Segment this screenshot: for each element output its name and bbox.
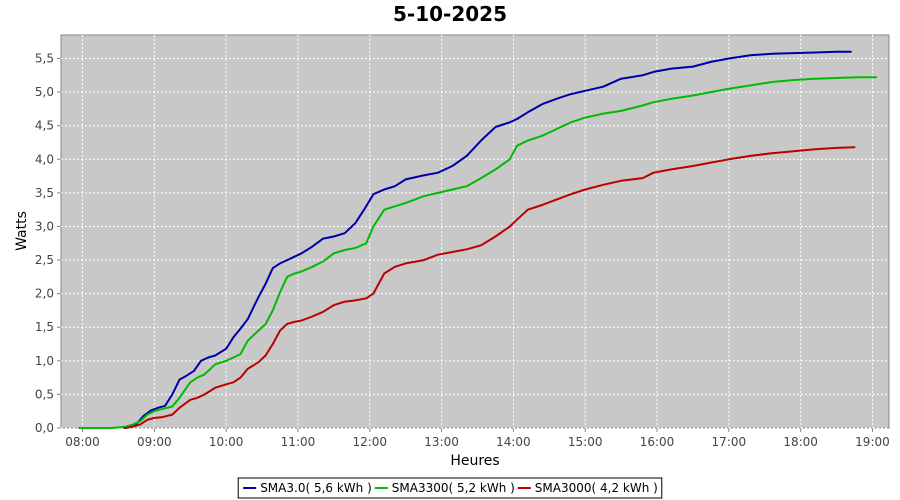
x-tick-label: 16:00 — [640, 435, 675, 449]
y-tick-label: 0,5 — [35, 387, 54, 401]
x-tick-label: 11:00 — [281, 435, 316, 449]
x-tick-label: 17:00 — [712, 435, 747, 449]
legend-label-1: SMA3.0( 5,6 kWh ) — [260, 481, 372, 495]
y-tick-label: 1,0 — [35, 354, 54, 368]
x-tick-label: 19:00 — [855, 435, 890, 449]
x-tick-label: 14:00 — [496, 435, 531, 449]
y-tick-label: 4,5 — [35, 119, 54, 133]
legend-box — [237, 477, 663, 499]
x-tick-label: 12:00 — [352, 435, 387, 449]
x-tick-label: 10:00 — [209, 435, 244, 449]
y-tick-label: 3,0 — [35, 219, 54, 233]
x-tick-label: 18:00 — [783, 435, 818, 449]
y-tick-label: 3,5 — [35, 186, 54, 200]
legend: SMA3.0( 5,6 kWh ) SMA3300( 5,2 kWh ) SMA30… — [237, 477, 663, 499]
axes: 08:00 09:00 10:00 11:00 12:00 13:00 14:00 15:00… — [35, 52, 890, 449]
y-tick-label: 0,0 — [35, 421, 54, 435]
y-tick-label: 5,5 — [35, 52, 54, 66]
y-tick-label: 2,5 — [35, 253, 54, 267]
y-tick-label: 1,5 — [35, 320, 54, 334]
plot-area — [60, 34, 890, 429]
series-group — [78, 50, 878, 429]
x-tick-label: 09:00 — [137, 435, 172, 449]
y-axis-label: Watts — [14, 211, 30, 251]
x-axis-label: Heures — [450, 453, 499, 469]
y-tick-label: 2,0 — [35, 287, 54, 301]
legend-label-3: SMA3000( 4,2 kWh ) — [535, 481, 658, 495]
series-line-3 — [124, 146, 856, 429]
y-tick-label: 4,0 — [35, 152, 54, 166]
legend-label-2: SMA3300( 5,2 kWh ) — [392, 481, 515, 495]
series-line-2 — [78, 76, 878, 429]
chart-title: 5-10-2025 — [393, 2, 507, 26]
y-tick-label: 5,0 — [35, 85, 54, 99]
series-line-1 — [123, 50, 852, 429]
x-tick-label: 13:00 — [424, 435, 459, 449]
x-tick-label: 08:00 — [65, 435, 100, 449]
x-tick-label: 15:00 — [568, 435, 603, 449]
grid — [61, 35, 889, 429]
